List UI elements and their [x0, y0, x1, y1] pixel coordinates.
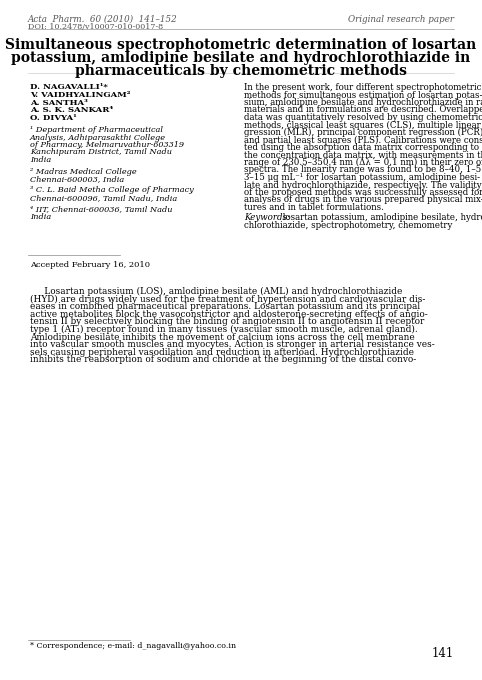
Text: and partial least squares (PLS). Calibrations were construc-: and partial least squares (PLS). Calibra… — [244, 135, 482, 145]
Text: active metabolites block the vasoconstrictor and aldosterone-secreting effects o: active metabolites block the vasoconstri… — [30, 310, 428, 319]
Text: Amlodipine besilate inhibits the movement of calcium ions across the cell membra: Amlodipine besilate inhibits the movemen… — [30, 333, 415, 341]
Text: spectra. The linearity range was found to be 8–40, 1–5 and: spectra. The linearity range was found t… — [244, 165, 482, 175]
Text: DOI: 10.2478/v10007-010-0017-8: DOI: 10.2478/v10007-010-0017-8 — [28, 23, 163, 31]
Text: Analysis, Adhiparasakthi College: Analysis, Adhiparasakthi College — [30, 133, 166, 141]
Text: type 1 (AT₁) receptor found in many tissues (vascular smooth muscle, adrenal gla: type 1 (AT₁) receptor found in many tiss… — [30, 325, 418, 334]
Text: A. S. K. SANKAR⁴: A. S. K. SANKAR⁴ — [30, 106, 113, 114]
Text: V. VAIDHYALINGAM²: V. VAIDHYALINGAM² — [30, 91, 131, 99]
Text: sels causing peripheral vasodilation and reduction in afterload. Hydrochlorothia: sels causing peripheral vasodilation and… — [30, 347, 414, 357]
Text: ² Madras Medical College: ² Madras Medical College — [30, 167, 136, 175]
Text: potassium, amlodipine besilate and hydrochlorothiazide in: potassium, amlodipine besilate and hydro… — [12, 51, 470, 65]
Text: Keywords:: Keywords: — [244, 214, 290, 222]
Text: (HYD) are drugs widely used for the treatment of hypertension and cardiovascular: (HYD) are drugs widely used for the trea… — [30, 294, 426, 304]
Text: In the present work, four different spectrophotometric: In the present work, four different spec… — [244, 83, 482, 92]
Text: O. DIVYA¹: O. DIVYA¹ — [30, 114, 77, 122]
Text: ³ C. L. Baid Metha College of Pharmacy: ³ C. L. Baid Metha College of Pharmacy — [30, 186, 194, 194]
Text: India: India — [30, 156, 51, 164]
Text: Acta  Pharm.  60 (2010)  141–152: Acta Pharm. 60 (2010) 141–152 — [28, 15, 178, 24]
Text: of Pharmacy, Melmaruvathur-603319: of Pharmacy, Melmaruvathur-603319 — [30, 141, 184, 149]
Text: pharmaceuticals by chemometric methods: pharmaceuticals by chemometric methods — [75, 64, 407, 78]
Text: range of 230.5–350.4 nm (Δλ = 0.1 nm) in their zero order: range of 230.5–350.4 nm (Δλ = 0.1 nm) in… — [244, 158, 482, 167]
Text: gression (MLR), principal component regression (PCR): gression (MLR), principal component regr… — [244, 128, 482, 137]
Text: Chennai-600096, Tamil Nadu, India: Chennai-600096, Tamil Nadu, India — [30, 194, 177, 202]
Text: inhibits the reabsorption of sodium and chloride at the beginning of the distal : inhibits the reabsorption of sodium and … — [30, 356, 416, 364]
Text: D. NAGAVALLI¹*: D. NAGAVALLI¹* — [30, 83, 108, 91]
Text: Original research paper: Original research paper — [348, 15, 454, 24]
Text: data was quantitatively resolved by using chemometric: data was quantitatively resolved by usin… — [244, 113, 482, 122]
Text: methods, classical least squares (CLS), multiple linear re-: methods, classical least squares (CLS), … — [244, 120, 482, 130]
Text: A. SANTHA³: A. SANTHA³ — [30, 99, 88, 107]
Text: of the proposed methods was successfully assessed for: of the proposed methods was successfully… — [244, 188, 482, 197]
Text: ¹ Department of Pharmaceutical: ¹ Department of Pharmaceutical — [30, 126, 163, 134]
Text: materials and in formulations are described. Overlapped: materials and in formulations are descri… — [244, 105, 482, 114]
Text: ted using the absorption data matrix corresponding to: ted using the absorption data matrix cor… — [244, 143, 479, 152]
Text: analyses of drugs in the various prepared physical mix-: analyses of drugs in the various prepare… — [244, 196, 482, 205]
Text: tures and in tablet formulations.: tures and in tablet formulations. — [244, 203, 384, 212]
Text: Kanchipuram District, Tamil Nadu: Kanchipuram District, Tamil Nadu — [30, 148, 172, 156]
Text: Chennai-600003, India: Chennai-600003, India — [30, 175, 124, 183]
Text: into vascular smooth muscles and myocytes. Action is stronger in arterial resist: into vascular smooth muscles and myocyte… — [30, 340, 435, 350]
Text: eases in combined pharmaceutical preparations. Losartan potassium and its princi: eases in combined pharmaceutical prepara… — [30, 302, 420, 311]
Text: methods for simultaneous estimation of losartan potas-: methods for simultaneous estimation of l… — [244, 90, 482, 99]
Text: India: India — [30, 213, 51, 221]
Text: Accepted February 16, 2010: Accepted February 16, 2010 — [30, 261, 150, 269]
Text: the concentration data matrix, with measurements in the: the concentration data matrix, with meas… — [244, 150, 482, 160]
Text: 3–15 μg mL⁻¹ for losartan potassium, amlodipine besi-: 3–15 μg mL⁻¹ for losartan potassium, aml… — [244, 173, 480, 182]
Text: ⁴ IIT, Chennai-600036, Tamil Nadu: ⁴ IIT, Chennai-600036, Tamil Nadu — [30, 205, 173, 214]
Text: tensin II by selectively blocking the binding of angiotensin II to angiotensin I: tensin II by selectively blocking the bi… — [30, 318, 424, 326]
Text: Losartan potassium (LOS), amlodipine besilate (AML) and hydrochlorothiazide: Losartan potassium (LOS), amlodipine bes… — [30, 287, 402, 296]
Text: losartan potassium, amlodipine besilate, hydro-: losartan potassium, amlodipine besilate,… — [280, 214, 482, 222]
Text: 141: 141 — [432, 647, 454, 660]
Text: late and hydrochlorothiazide, respectively. The validity: late and hydrochlorothiazide, respective… — [244, 180, 482, 190]
Text: Simultaneous spectrophotometric determination of losartan: Simultaneous spectrophotometric determin… — [5, 38, 477, 52]
Text: chlorothiazide, spectrophotometry, chemometry: chlorothiazide, spectrophotometry, chemo… — [244, 221, 453, 230]
Text: * Correspondence; e-mail: d_nagavalli@yahoo.co.in: * Correspondence; e-mail: d_nagavalli@ya… — [30, 642, 236, 650]
Text: sium, amlodipine besilate and hydrochlorothiazide in raw: sium, amlodipine besilate and hydrochlor… — [244, 98, 482, 107]
